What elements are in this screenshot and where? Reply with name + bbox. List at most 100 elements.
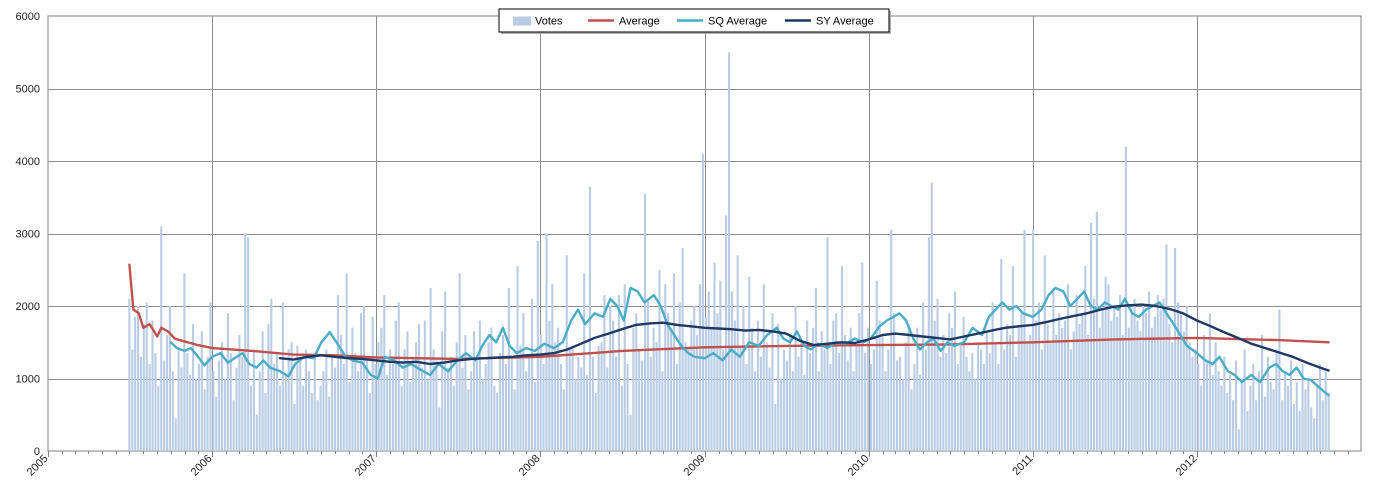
votes-bar [586, 374, 589, 452]
votes-bar [160, 226, 163, 451]
votes-bar [490, 327, 493, 451]
votes-bar [429, 287, 432, 452]
votes-bar [829, 364, 832, 451]
votes-bar [1020, 313, 1023, 451]
votes-bar [742, 306, 745, 451]
votes-bar [583, 273, 586, 452]
votes-bar [536, 240, 539, 451]
votes-bar [936, 298, 939, 451]
votes-bar [971, 353, 974, 452]
votes-bar [189, 374, 192, 452]
y-tick-label: 1000 [16, 374, 40, 386]
votes-bar [174, 418, 177, 452]
votes-bar [814, 287, 817, 452]
votes-bar [215, 396, 218, 452]
votes-bar [365, 360, 368, 452]
votes-bar [496, 393, 499, 451]
votes-bar [1260, 335, 1264, 451]
votes-bar [493, 385, 496, 451]
votes-bar [354, 353, 357, 452]
votes-bar [1310, 407, 1313, 451]
votes-bar [333, 367, 337, 452]
votes-bar [444, 291, 447, 451]
votes-bar [727, 52, 731, 451]
votes-bar [1008, 335, 1012, 451]
votes-bar [1147, 291, 1151, 451]
votes-bar [893, 313, 896, 451]
votes-bar [977, 342, 980, 451]
votes-bar [1162, 298, 1165, 451]
sy-average-line [278, 303, 1330, 372]
votes-bar [791, 371, 794, 451]
votes-bar [296, 345, 299, 452]
votes-bar [1092, 298, 1096, 451]
votes-bar [913, 364, 916, 451]
votes-bar [646, 298, 649, 451]
votes-bar [1168, 324, 1171, 452]
votes-bar [206, 356, 209, 451]
votes-bar [591, 356, 594, 451]
votes-bar [533, 382, 536, 452]
votes-bar [423, 320, 426, 451]
votes-bar [904, 342, 907, 451]
votes-bar [771, 313, 774, 451]
votes-bar [1165, 244, 1168, 452]
votes-bar [843, 335, 846, 451]
votes-bar [953, 291, 956, 451]
votes-bar [606, 367, 609, 452]
votes-bar [1246, 411, 1249, 452]
votes-bar [502, 335, 505, 451]
votes-bar [922, 302, 925, 452]
votes-bar [528, 356, 531, 451]
votes-bar [475, 356, 479, 451]
votes-bar [730, 291, 733, 451]
votes-bar [1072, 331, 1075, 452]
votes-bar [339, 335, 342, 451]
votes-bar [342, 364, 345, 451]
votes-bar [403, 349, 406, 451]
votes-bar [139, 356, 142, 451]
votes-bar [1171, 342, 1174, 451]
votes-bar [264, 393, 267, 451]
votes-bar [670, 327, 673, 451]
votes-bar [432, 349, 435, 451]
votes-bar [629, 414, 632, 451]
votes-bar [580, 367, 583, 452]
votes-bar [1327, 393, 1330, 451]
votes-bar [241, 356, 244, 451]
votes-bar [881, 335, 884, 451]
votes-bar [612, 320, 615, 451]
votes-bars [128, 52, 1330, 452]
votes-bar [948, 313, 951, 451]
votes-bar [890, 229, 893, 452]
votes-bar [678, 302, 681, 452]
votes-bar [157, 385, 160, 451]
votes-bar [1003, 349, 1006, 451]
legend-label-average: Average [619, 16, 660, 28]
y-tick-label: 3000 [16, 229, 40, 241]
votes-bar [933, 320, 936, 451]
votes-bar [1066, 284, 1069, 451]
votes-bar [835, 313, 838, 451]
votes-bar [1182, 331, 1185, 452]
votes-bar [481, 378, 484, 451]
votes-bar [1197, 364, 1200, 451]
votes-bar [290, 342, 293, 451]
votes-bar [551, 284, 554, 451]
votes-bar [1266, 356, 1269, 451]
votes-bar [942, 335, 945, 451]
votes-bar [557, 327, 560, 451]
votes-bar [994, 342, 997, 451]
votes-bar [1263, 396, 1266, 452]
votes-bar [1313, 418, 1316, 452]
votes-bar [1191, 356, 1194, 451]
votes-bar [1252, 364, 1255, 451]
votes-bar [667, 313, 670, 451]
votes-bar [780, 378, 783, 451]
votes-bar [1324, 371, 1327, 451]
votes-bar [864, 353, 867, 452]
votes-bar [568, 349, 571, 451]
votes-bar [1278, 309, 1281, 452]
